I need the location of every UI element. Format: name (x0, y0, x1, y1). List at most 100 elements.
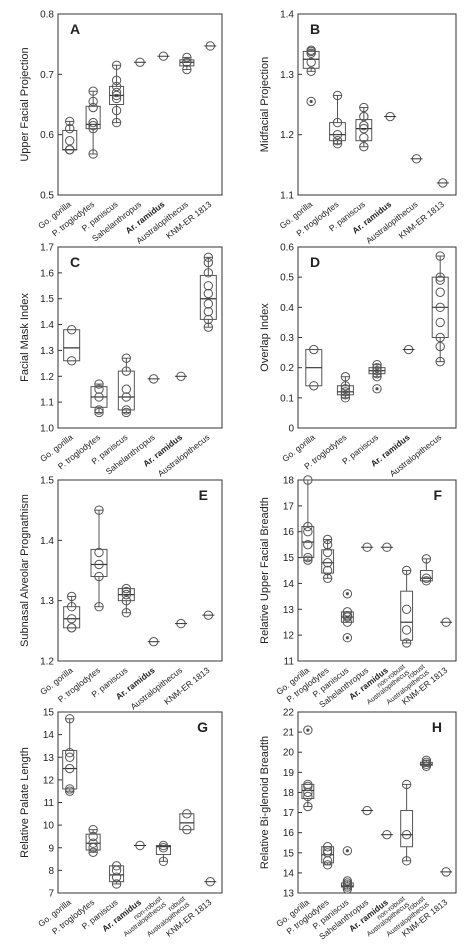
y-tick-label: 0.6 (280, 243, 294, 254)
panel: 11 12 13 14 15 16 17 18 Relative Upper Facial Br… (259, 475, 457, 710)
data-point (88, 847, 98, 857)
data-point (88, 86, 98, 96)
data-point (303, 552, 313, 563)
y-tick-label: 1.5 (40, 294, 54, 305)
y-tick-label: 1.4 (40, 536, 54, 547)
y-tick-label: 1.3 (280, 70, 294, 81)
data-point (309, 344, 319, 355)
y-axis-label: Subnasal Alveolar Prognathism (19, 494, 31, 647)
data-point (203, 288, 214, 299)
panel-label: A (70, 21, 80, 37)
data-point (322, 547, 333, 558)
y-tick-label: 14 (283, 579, 295, 590)
data-point (359, 123, 369, 134)
y-tick-label: 21 (283, 728, 295, 739)
data-point (322, 558, 333, 568)
data-point (94, 505, 104, 515)
data-point (88, 96, 98, 107)
box (63, 606, 81, 629)
y-tick-label: 1.3 (40, 596, 54, 607)
data-point (401, 625, 412, 635)
box (321, 549, 335, 574)
panel-label: E (199, 487, 208, 503)
data-point (94, 384, 104, 394)
y-tick-label: 1.4 (280, 10, 294, 21)
data-point (121, 407, 132, 418)
box (63, 329, 81, 362)
data-point (306, 57, 316, 67)
data-point (65, 763, 75, 774)
data-point (121, 586, 132, 597)
y-tick-label: 11 (284, 657, 295, 668)
data-point (65, 786, 75, 796)
data-point (65, 145, 75, 155)
data-point (401, 565, 412, 576)
data-point (111, 105, 122, 116)
data-point (322, 846, 333, 856)
data-point (332, 90, 343, 101)
data-point (111, 865, 122, 876)
data-point (372, 372, 382, 382)
box (85, 105, 101, 130)
y-tick-label: 1.2 (40, 372, 54, 383)
data-point (121, 384, 132, 394)
data-point (401, 829, 412, 840)
data-point (421, 576, 432, 586)
data-point (65, 748, 75, 758)
data-point (342, 611, 353, 621)
outlier-dot (345, 592, 349, 596)
data-point (342, 607, 353, 617)
data-point (435, 272, 445, 282)
data-point (435, 251, 445, 261)
data-point (309, 381, 319, 391)
plot-frame (57, 479, 223, 662)
data-point (303, 521, 313, 532)
data-point (372, 369, 382, 379)
plot-frame (297, 711, 457, 894)
data-point (121, 608, 132, 618)
data-point (401, 604, 412, 614)
y-tick-label: 0.6 (40, 130, 54, 141)
data-point (322, 539, 333, 550)
y-tick-label: 19 (283, 768, 295, 779)
y-tick-label: 16 (283, 828, 295, 839)
data-point (111, 81, 122, 92)
panel-label: H (432, 719, 442, 735)
y-axis-label: Facial Mask Index (19, 293, 31, 382)
data-point (342, 617, 353, 627)
panel: 1.0 1.1 1.2 1.3 1.4 1.5 1.6 1.7 Facial Mask Inde… (19, 243, 223, 479)
panel-label: B (310, 21, 320, 37)
data-point (303, 791, 313, 802)
y-tick-label: 18 (283, 788, 295, 799)
data-point (359, 102, 369, 113)
data-point (203, 299, 214, 309)
y-tick-label: 12 (283, 631, 295, 642)
data-point (435, 356, 445, 367)
data-point (158, 840, 169, 851)
data-point (303, 779, 313, 790)
box (62, 749, 78, 790)
y-tick-label: 13 (283, 605, 295, 616)
data-point (303, 539, 313, 550)
data-point (435, 275, 445, 285)
y-tick-label: 1.1 (40, 398, 54, 409)
y-tick-label: 14 (283, 868, 295, 879)
panel: 13 14 15 16 17 18 19 20 21 22 Relative Bi-glenoid … (259, 708, 457, 942)
panel-label: F (433, 487, 442, 503)
y-tick-label: 20 (283, 748, 295, 759)
data-point (322, 565, 333, 576)
data-point (88, 120, 98, 131)
y-tick-label: 0.4 (280, 303, 294, 314)
y-tick-label: 17 (283, 808, 295, 819)
data-point (435, 287, 445, 297)
data-point (435, 341, 445, 352)
y-tick-label: 0 (288, 424, 294, 435)
data-point (435, 302, 445, 313)
data-point (401, 779, 412, 790)
data-point (372, 365, 382, 376)
box (301, 783, 315, 799)
data-point (401, 638, 412, 648)
y-tick-label: 15 (283, 553, 295, 564)
